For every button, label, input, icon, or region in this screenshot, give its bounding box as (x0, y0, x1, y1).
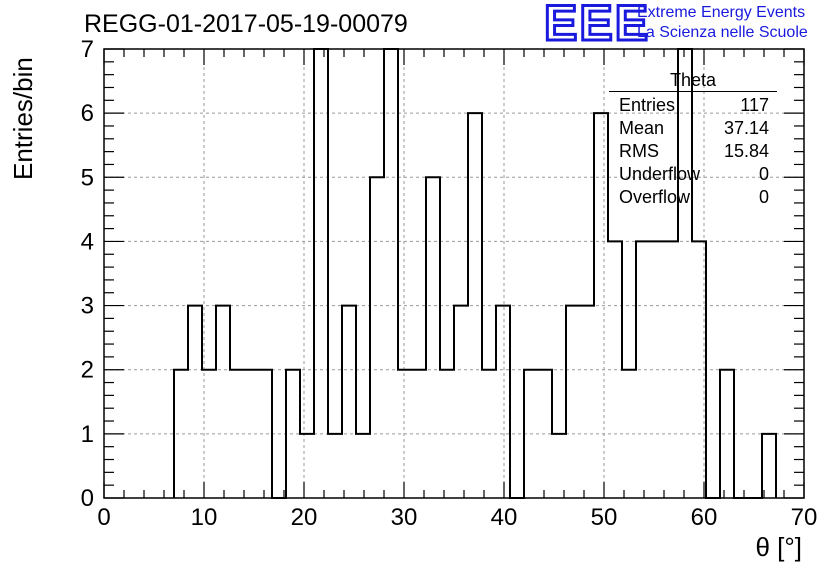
histogram-bin (538, 370, 552, 498)
histogram-bin (608, 241, 622, 498)
histogram-bin (496, 306, 510, 498)
eee-logo: EEE Extreme Energy Events La Scienza nel… (540, 0, 836, 53)
eee-logo-mark: EEE (542, 0, 651, 53)
stats-label: Overflow (619, 187, 691, 207)
x-tick-label: 50 (591, 504, 618, 531)
histogram-bin (202, 370, 216, 498)
stats-row-overflow: Overflow 0 (609, 186, 777, 209)
histogram-bin (720, 370, 734, 498)
axes (103, 48, 805, 499)
plot-frame (103, 48, 805, 499)
stats-row-underflow: Underflow 0 (609, 163, 777, 186)
histogram-bin (762, 434, 776, 498)
stats-box: Theta Entries 117 Mean 37.14 RMS 15.84 U… (609, 70, 777, 209)
y-tick-label: 5 (81, 164, 94, 191)
stats-label: Underflow (619, 164, 701, 184)
histogram-bin (594, 113, 608, 498)
histogram-bin (300, 434, 314, 498)
histogram-bin (258, 370, 272, 498)
stats-value: 0 (758, 187, 769, 207)
histogram-bin (482, 370, 496, 498)
stats-value: 37.14 (723, 118, 769, 138)
x-tick-label: 70 (791, 504, 818, 531)
y-tick-label: 1 (81, 421, 94, 448)
stats-box-title: Theta (609, 70, 777, 92)
histogram-bin (426, 177, 440, 498)
histogram-bin (622, 370, 636, 498)
histogram-bin (454, 306, 468, 498)
histogram-bin (230, 370, 244, 498)
y-tick-label: 4 (81, 228, 94, 255)
stats-value: 15.84 (723, 141, 769, 161)
histogram-bin (468, 113, 482, 498)
histogram-bin (216, 306, 230, 498)
x-tick-label: 40 (491, 504, 518, 531)
histogram-bin (580, 306, 594, 498)
histogram-bin (356, 434, 370, 498)
histogram-bin (440, 370, 454, 498)
histogram-bin (342, 306, 356, 498)
y-tick-label: 6 (81, 100, 94, 127)
y-tick-label: 2 (81, 357, 94, 384)
x-tick-label: 60 (691, 504, 718, 531)
histogram-bin (636, 241, 650, 498)
plot-title: REGG-01-2017-05-19-00079 (84, 10, 408, 38)
tick-labels: 0 10 20 30 40 50 60 70 0 1 2 3 4 5 6 7 (81, 36, 818, 531)
histogram-bin (188, 306, 202, 498)
x-tick-label: 30 (391, 504, 418, 531)
stats-row-mean: Mean 37.14 (609, 117, 777, 140)
histogram-bin (566, 306, 580, 498)
histogram-bin (692, 241, 706, 498)
histogram-bin (314, 49, 328, 498)
histogram-bin (552, 434, 566, 498)
stats-label: Entries (619, 95, 676, 115)
histogram-bin (524, 370, 538, 498)
histogram-bin (174, 370, 188, 498)
stats-row-rms: RMS 15.84 (609, 140, 777, 163)
x-tick-label: 20 (291, 504, 318, 531)
logo-line-1: Extreme Energy Events (637, 4, 806, 21)
y-tick-label: 3 (81, 293, 94, 320)
histogram-bin (664, 241, 678, 498)
histogram-bin (384, 49, 398, 498)
histogram-bin (398, 370, 412, 498)
histogram-bin (244, 370, 258, 498)
histogram-bin (650, 241, 664, 498)
y-tick-label: 7 (81, 36, 94, 63)
x-axis-title: θ [°] (755, 532, 802, 562)
x-tick-label: 0 (97, 504, 110, 531)
stats-value: 117 (740, 95, 769, 115)
x-tick-label: 10 (191, 504, 218, 531)
histogram-bin (412, 370, 426, 498)
histogram-bin (328, 434, 342, 498)
stats-row-entries: Entries 117 (609, 94, 777, 117)
histogram-bin (370, 177, 384, 498)
y-tick-label: 0 (81, 485, 94, 512)
logo-line-2: La Scienza nelle Scuole (637, 24, 808, 41)
stats-value: 0 (758, 164, 769, 184)
stats-label: Mean (619, 118, 665, 138)
y-axis-title: Entries/bin (8, 57, 38, 180)
histogram-bin (286, 370, 300, 498)
stats-label: RMS (619, 141, 659, 161)
